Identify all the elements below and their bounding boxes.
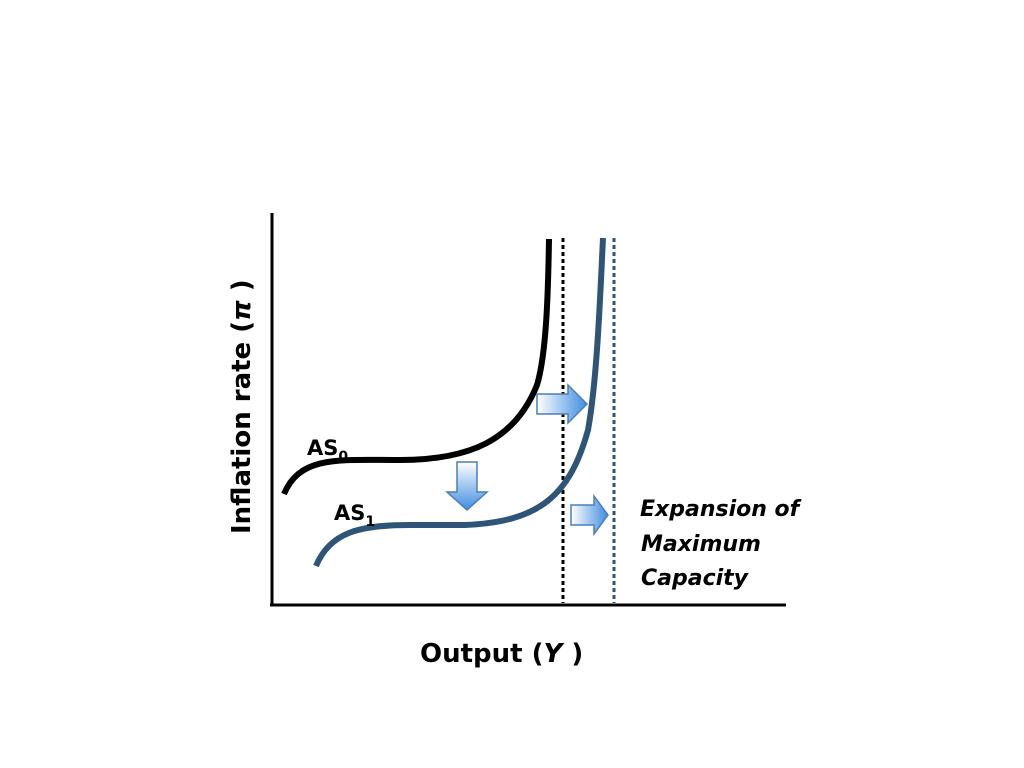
as1-label: AS1 — [334, 501, 375, 530]
annotation-line-3: Capacity — [641, 566, 750, 591]
as1-subscript: 1 — [365, 514, 375, 530]
as0-subscript: 0 — [338, 449, 348, 465]
as0-label: AS0 — [307, 436, 348, 465]
right-arrow-upper-icon — [536, 383, 589, 425]
y-axis-title: Inflation rate (π ) — [227, 279, 257, 534]
x-axis-title: Output (Y ) — [420, 639, 583, 669]
as1-curve — [313, 237, 606, 568]
annotation-line-2: Maximum — [641, 532, 761, 557]
as0-curve — [281, 238, 552, 496]
annotation-line-1: Expansion of — [640, 497, 802, 522]
right-arrow-lower-icon — [570, 493, 609, 537]
down-arrow-icon — [445, 461, 489, 512]
